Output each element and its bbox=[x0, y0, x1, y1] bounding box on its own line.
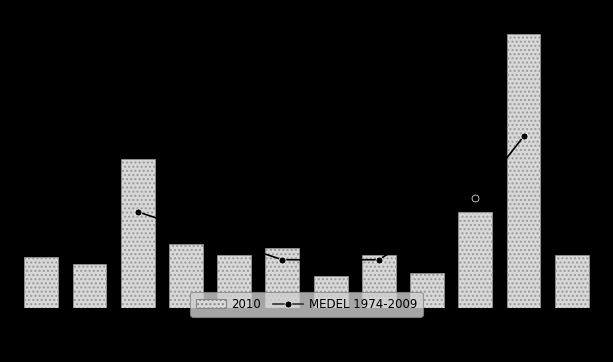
Bar bbox=[217, 255, 251, 308]
Bar bbox=[25, 257, 58, 308]
Bar bbox=[265, 248, 299, 308]
Bar bbox=[507, 34, 541, 308]
Bar bbox=[459, 212, 492, 308]
Bar bbox=[362, 255, 396, 308]
Bar bbox=[169, 244, 203, 308]
Bar bbox=[314, 276, 348, 308]
Bar bbox=[72, 264, 106, 308]
Bar bbox=[555, 255, 588, 308]
Bar bbox=[410, 273, 444, 308]
Bar bbox=[121, 159, 154, 308]
Legend: 2010, MEDEL 1974-2009: 2010, MEDEL 1974-2009 bbox=[190, 292, 423, 317]
